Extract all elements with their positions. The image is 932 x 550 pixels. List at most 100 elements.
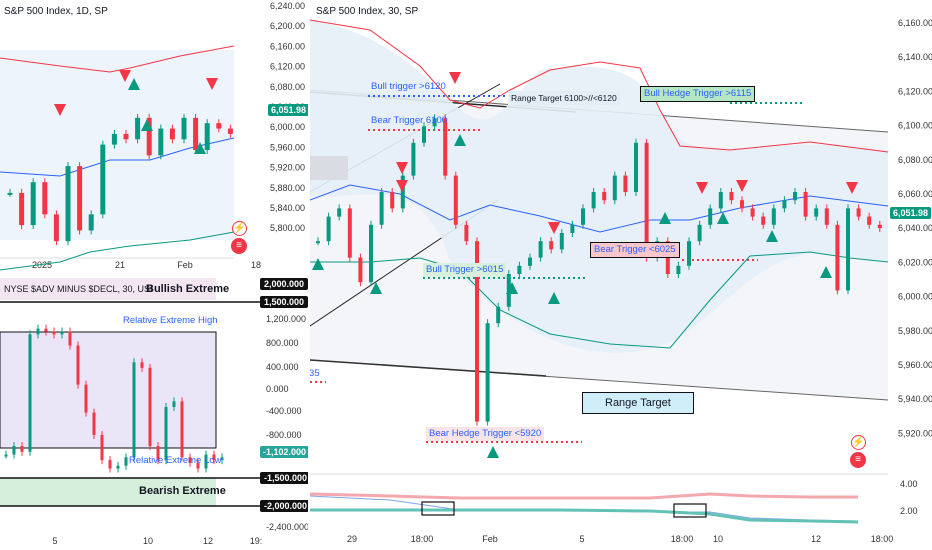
daily-y-tick: 5,880.00 (270, 183, 305, 193)
intraday-candle (824, 208, 829, 225)
sell-signal-marker (696, 182, 708, 194)
daily-x-tick: Feb (177, 260, 193, 270)
lightning-icon[interactable]: ⚡ (232, 221, 247, 236)
intraday-candle (676, 265, 681, 274)
breadth-panel[interactable]: 1,200.000 800.000 400.000 0.000 -400.000 -800… (0, 274, 308, 550)
buy-signal-marker (548, 292, 560, 304)
intraday-candle (485, 323, 490, 422)
breadth-bar (60, 331, 64, 335)
breadth-bar (4, 454, 8, 457)
daily-candle (111, 133, 117, 145)
daily-candle (77, 166, 83, 231)
intraday-chart-panel[interactable]: 6,160.00 6,140.00 6,120.00 6,100.00 6,080.00… (310, 0, 932, 550)
intraday-candle (708, 208, 713, 225)
intraday-candle (856, 208, 861, 217)
flag-icon[interactable]: ≡ (850, 452, 866, 468)
buy-signal-marker (141, 119, 153, 131)
bollinger-fill (310, 20, 888, 353)
daily-candle (181, 117, 187, 140)
intraday-candle (644, 142, 649, 258)
bear2-level-tag: -2,000.000 (260, 500, 308, 512)
sell-signal-marker (548, 222, 560, 234)
oscillator-box-2 (673, 503, 707, 518)
bullish-extreme-zone (0, 278, 216, 300)
daily-y-tick: 6,120.00 (270, 62, 305, 72)
daily-candle (135, 117, 141, 140)
breadth-bar (76, 345, 80, 385)
daily-candle (53, 214, 59, 242)
breadth-chart-svg: 1,200.000 800.000 400.000 0.000 -400.000 -800… (0, 278, 308, 546)
flag-icon[interactable]: ≡ (231, 238, 247, 254)
intraday-candle (443, 118, 448, 176)
breadth-y-tick: 1,200.000 (266, 314, 306, 324)
intraday-candle (347, 208, 352, 258)
intraday-candle (761, 216, 766, 225)
intraday-candle (729, 192, 734, 201)
intraday-candle (581, 208, 585, 225)
intraday-candle (771, 208, 776, 225)
intraday-candle (422, 126, 426, 143)
buy-signal-marker (128, 78, 140, 90)
lightning-icon[interactable]: ⚡ (851, 435, 866, 450)
breadth-bar (108, 460, 112, 469)
intraday-candle (814, 208, 819, 217)
intraday-candle (623, 175, 628, 192)
channel-bottom-dark (310, 359, 547, 377)
daily-y-tick: 5,920.00 (270, 163, 305, 173)
intraday-candle (538, 241, 543, 258)
breadth-last-tag: -1,102.000 (260, 446, 308, 458)
breadth-x-tick: 10 (143, 536, 153, 546)
intraday-candle (559, 233, 564, 250)
daily-candle (123, 133, 129, 140)
daily-chart-panel[interactable]: 6,240.00 6,200.00 6,160.00 6,120.00 6,080.00… (0, 0, 308, 272)
intraday-title: S&P 500 Index, 30, SP (316, 6, 419, 17)
daily-candle (158, 128, 164, 156)
sell-signal-marker (396, 180, 408, 192)
daily-y-tick: 6,240.00 (270, 1, 305, 11)
daily-x-tick: 21 (115, 260, 125, 270)
daily-candle (169, 128, 175, 140)
intraday-candle (390, 192, 395, 209)
intraday-x-tick: 18:00 (871, 534, 894, 544)
breadth-x-tick: 12 (203, 536, 213, 546)
intraday-x-tick: 29 (347, 534, 357, 544)
breadth-bar (12, 446, 16, 455)
breadth-bar (124, 457, 128, 466)
sell-signal-marker (119, 70, 131, 82)
intraday-y-tick: 6,020.00 (898, 257, 932, 267)
intraday-y-tick: 6,160.00 (898, 18, 932, 28)
daily-y-tick: 6,200.00 (270, 21, 305, 31)
breadth-y-tick: 800.000 (266, 338, 299, 348)
oscillator-box-1 (421, 501, 455, 516)
breadth-bar (180, 401, 184, 458)
daily-y-tick: 5,800.00 (270, 223, 305, 233)
breadth-y-tick: 400.000 (266, 362, 299, 372)
daily-candle (146, 117, 152, 156)
intraday-candle (432, 118, 437, 127)
intraday-candle (867, 216, 872, 225)
intraday-candle (358, 257, 363, 283)
bear-trigger-6025-label: Bear Trigger <6025 (590, 242, 680, 258)
oscillator-red-line (310, 492, 858, 500)
breadth-y-tick: -400.000 (266, 406, 302, 416)
oscillator-teal-line (310, 508, 859, 524)
buy-signal-marker (766, 230, 778, 242)
daily-lower-band (0, 231, 235, 271)
breadth-bar (36, 328, 40, 335)
intraday-candle (337, 208, 342, 217)
daily-candle (19, 192, 25, 226)
intraday-price-tag: 6,051.98 (890, 207, 932, 219)
breadth-bar (148, 367, 152, 447)
breadth-bar (68, 331, 72, 346)
breadth-bar (164, 407, 168, 461)
bearish-extreme-label: Bearish Extreme (139, 485, 226, 497)
bull-trigger-6015-label: Bull Trigger >6015 (423, 263, 507, 277)
daily-candle (204, 123, 210, 150)
daily-candle (88, 214, 94, 231)
intraday-y-tick: 6,000.00 (898, 292, 932, 302)
intraday-candle (379, 192, 384, 225)
intraday-candle (697, 224, 702, 242)
intraday-y-tick: 6,140.00 (898, 52, 932, 62)
daily-candle (193, 117, 199, 150)
daily-y-tick: 6,000.00 (270, 122, 305, 132)
